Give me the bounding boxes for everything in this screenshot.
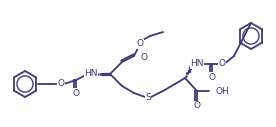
Text: HN: HN [190, 60, 204, 68]
Text: O: O [57, 80, 65, 89]
Text: OH: OH [216, 86, 230, 96]
Text: O: O [219, 60, 225, 68]
Text: HN: HN [84, 69, 98, 78]
Text: S: S [145, 92, 151, 101]
Text: O: O [73, 89, 79, 98]
Text: O: O [140, 53, 147, 62]
Text: O: O [208, 73, 216, 82]
Text: O: O [193, 101, 200, 110]
Text: O: O [137, 39, 144, 49]
